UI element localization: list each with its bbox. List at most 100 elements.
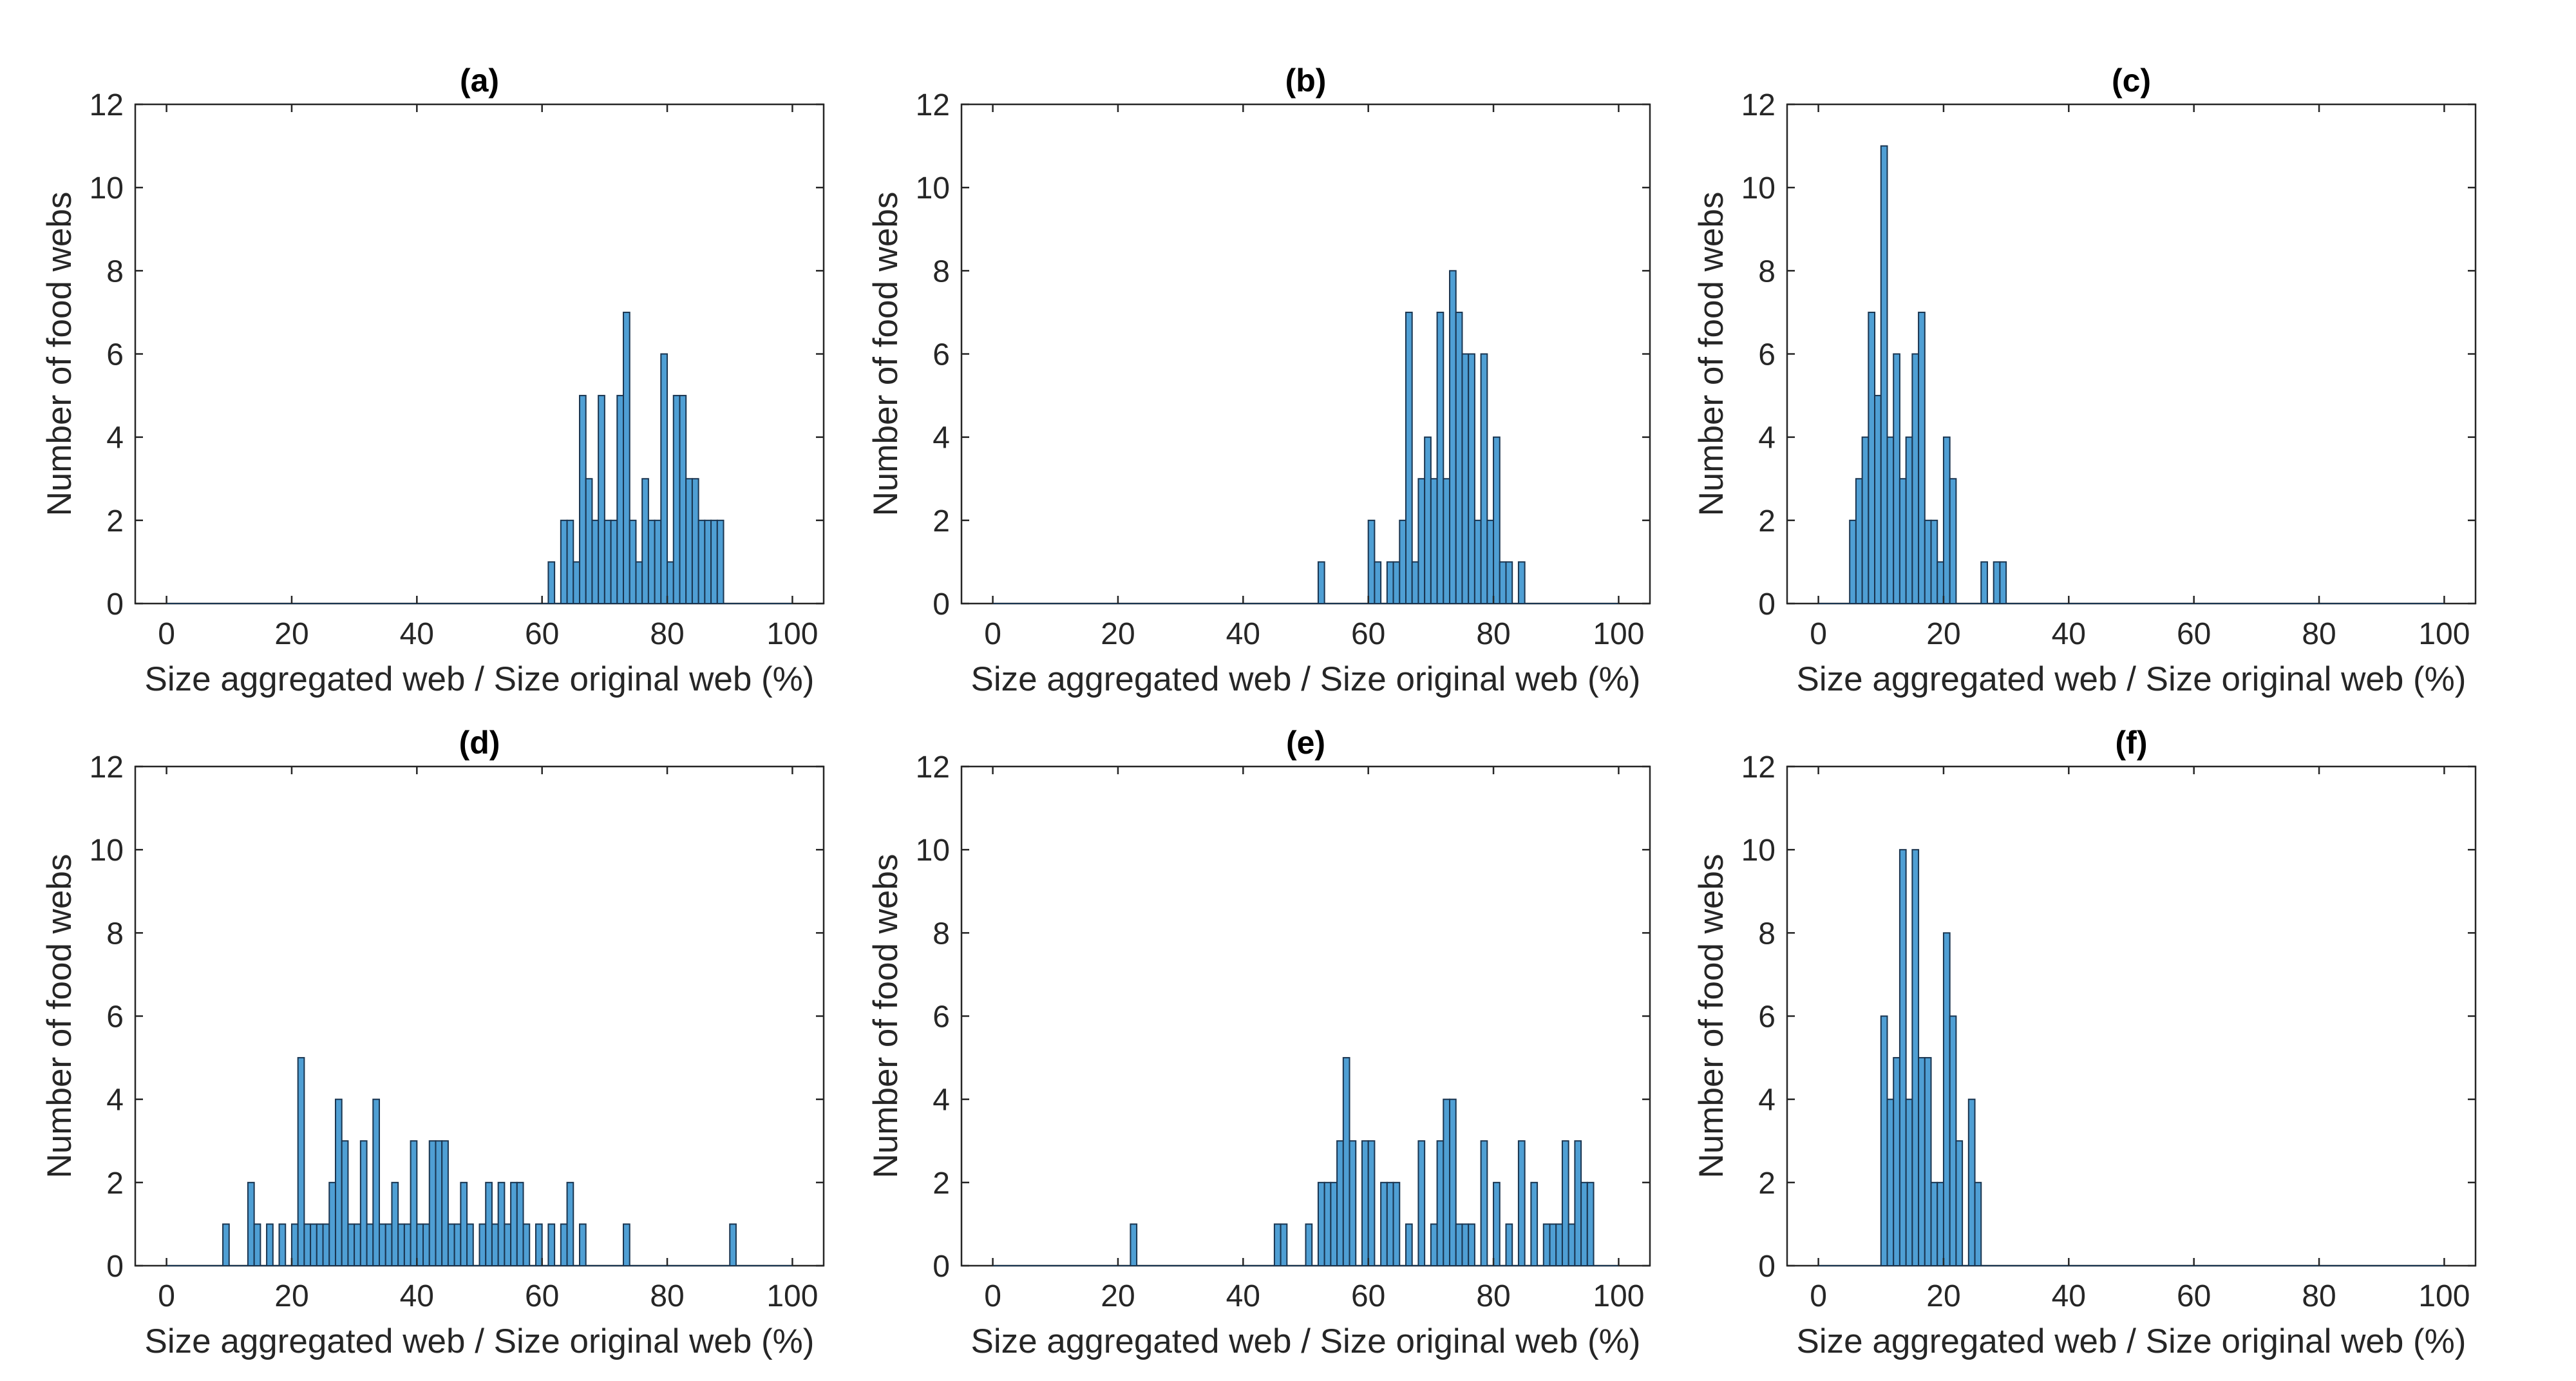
histogram-bar (654, 519, 662, 604)
y-tick-label: 6 (933, 1000, 950, 1034)
histogram-bar (1555, 1223, 1563, 1266)
histogram-bar (1574, 1140, 1582, 1266)
histogram-bar (1586, 1181, 1595, 1267)
histogram-bar (679, 395, 687, 604)
histogram-bar (1317, 561, 1325, 605)
x-tick-label: 60 (525, 1279, 559, 1313)
x-tick-label: 40 (1226, 1279, 1260, 1313)
histogram-bar (535, 1223, 543, 1266)
histogram-bar (1443, 1098, 1451, 1266)
histogram-panel-1: 0 20 40 60 80 100 0 2 4 6 8 10 12 (a) Size aggregated … (41, 62, 825, 698)
histogram-bar (1367, 519, 1376, 604)
histogram-bar (372, 1098, 381, 1266)
histogram-bar (379, 1223, 386, 1266)
y-tick-label: 12 (1741, 88, 1776, 122)
y-tick-label: 2 (1758, 1167, 1776, 1201)
x-tick-label: 40 (1226, 617, 1260, 651)
histogram-bar (591, 519, 600, 604)
histogram-bar (1893, 1057, 1900, 1267)
x-tick-label: 0 (158, 617, 175, 651)
x-tick-label: 80 (2302, 1279, 2336, 1313)
histogram-bar (391, 1181, 399, 1267)
x-tick-label: 80 (1476, 1279, 1510, 1313)
x-tick-label: 100 (2418, 617, 2470, 651)
histogram-bar (1930, 1181, 1938, 1267)
histogram-bar (1918, 1057, 1926, 1267)
x-tick-label: 20 (1101, 617, 1135, 651)
y-tick-label: 0 (106, 587, 124, 622)
x-tick-label: 60 (1351, 1279, 1385, 1313)
histogram-bar (1405, 311, 1413, 604)
histogram-bar (547, 1223, 556, 1266)
histogram-bar (1449, 270, 1457, 605)
y-tick-label: 10 (1741, 833, 1776, 868)
histogram-bar (1949, 1015, 1957, 1266)
histogram-bar (716, 519, 724, 604)
histogram-bar (1937, 1181, 1944, 1267)
histogram-bar (1517, 1140, 1526, 1266)
x-tick-label: 40 (2052, 617, 2086, 651)
y-tick-label: 10 (90, 833, 124, 868)
x-tick-label: 0 (1810, 617, 1827, 651)
histogram-bar (1349, 1140, 1357, 1266)
y-tick-label: 4 (1758, 421, 1776, 455)
x-axis-label: Size aggregated web / Size original web … (145, 1322, 815, 1360)
histogram-bar (1468, 353, 1475, 604)
y-tick-label: 8 (933, 917, 950, 951)
histogram-bar (1530, 1181, 1539, 1267)
histogram-bar (1336, 1140, 1344, 1266)
histogram-bar (1430, 478, 1438, 604)
histogram-panel-4: 0 20 40 60 80 100 0 2 4 6 8 10 12 (d) Size aggregated … (41, 725, 825, 1360)
x-tick-label: 100 (1593, 617, 1644, 651)
x-tick-label: 20 (1101, 1279, 1135, 1313)
histogram-bar (1924, 1057, 1932, 1267)
histogram-bar (290, 1223, 299, 1266)
histogram-bar (641, 478, 649, 604)
histogram-bar (435, 1140, 443, 1266)
histogram-bar (1980, 561, 1988, 605)
histogram-bar (1905, 1098, 1913, 1266)
y-tick-label: 10 (916, 833, 950, 868)
histogram-bar (497, 1181, 506, 1267)
histogram-bar (1493, 436, 1501, 605)
chart-title: (e) (1286, 725, 1325, 761)
y-tick-label: 2 (933, 1167, 950, 1201)
histogram-bar (1361, 1140, 1369, 1266)
histogram-bar (266, 1223, 274, 1266)
histogram-bar (1486, 519, 1495, 604)
y-tick-label: 2 (106, 504, 124, 538)
histogram-bar (566, 1181, 574, 1267)
histogram-bar (328, 1181, 336, 1267)
x-tick-label: 40 (400, 1279, 434, 1313)
histogram-bar (1330, 1181, 1338, 1267)
histogram-bar (410, 1140, 418, 1266)
histogram-bar (1974, 1181, 1982, 1267)
histogram-bar (466, 1223, 474, 1266)
histogram-bar (1317, 1181, 1325, 1267)
histogram-bar (1130, 1223, 1138, 1266)
histogram-bar (1392, 561, 1401, 605)
histogram-bar (704, 519, 712, 604)
histogram-bar (1886, 436, 1895, 605)
histogram-bar (1386, 561, 1394, 605)
histogram-bar (667, 561, 674, 605)
chart-title: (a) (460, 62, 499, 99)
y-tick-label: 6 (1758, 1000, 1776, 1034)
x-tick-label: 40 (400, 617, 434, 651)
histogram-bar (1567, 1223, 1576, 1266)
y-axis-label: Number of food webs (1692, 192, 1730, 517)
histogram-bar (1424, 436, 1432, 605)
histogram-panel-6: 0 20 40 60 80 100 0 2 4 6 8 10 12 (f) Size aggregated … (1692, 725, 2477, 1360)
x-tick-label: 40 (2052, 1279, 2086, 1313)
histogram-bar (560, 1223, 568, 1266)
histogram-bar (1417, 1140, 1426, 1266)
histogram-bar (1911, 849, 1920, 1266)
histogram-bar (566, 519, 574, 604)
histogram-bar (322, 1223, 330, 1266)
histogram-bar (691, 478, 699, 604)
y-tick-label: 8 (1758, 917, 1776, 951)
histogram-bar (1993, 561, 2001, 605)
x-tick-label: 100 (766, 617, 818, 651)
y-tick-label: 6 (1758, 338, 1776, 372)
x-tick-label: 80 (650, 617, 684, 651)
